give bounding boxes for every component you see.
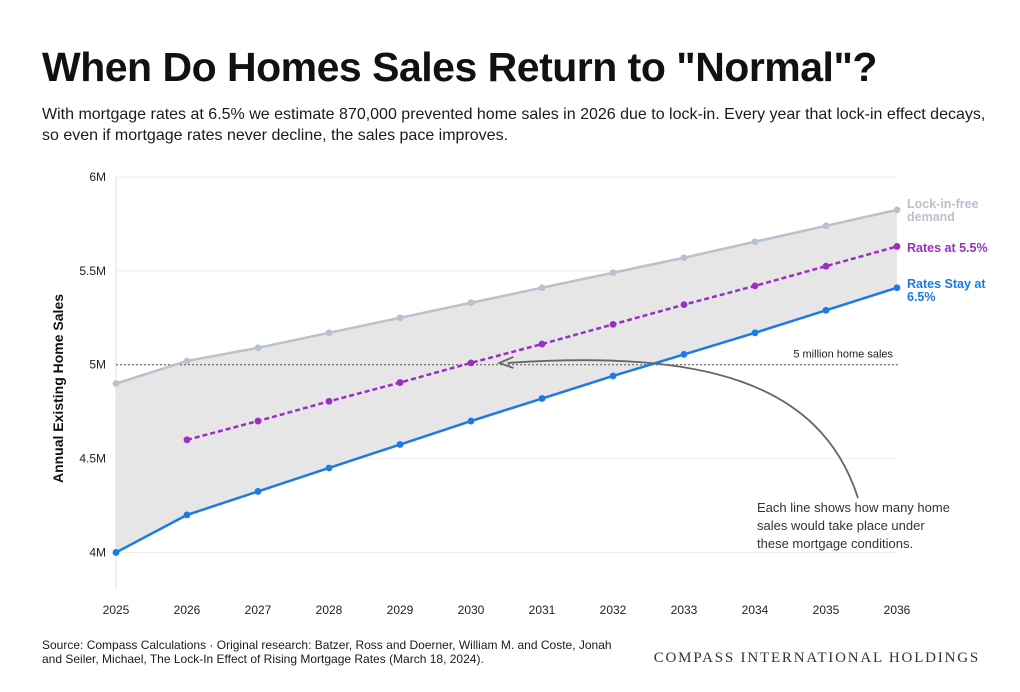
- data-point: [751, 329, 759, 337]
- x-tick-label: 2035: [813, 603, 840, 617]
- shaded-band-layer: [116, 209, 897, 553]
- data-point: [183, 511, 191, 519]
- x-tick-label: 2028: [316, 603, 343, 617]
- data-point: [254, 344, 262, 352]
- data-point: [325, 464, 333, 472]
- data-point: [680, 301, 688, 309]
- data-point: [538, 340, 546, 348]
- series-label: Rates at 5.5%: [907, 241, 988, 255]
- data-point: [183, 436, 191, 444]
- series-line: [115, 286, 898, 554]
- x-tick-label: 2026: [174, 603, 201, 617]
- data-point: [396, 379, 404, 386]
- data-point: [112, 549, 120, 556]
- x-tick-label: 2031: [529, 603, 556, 617]
- x-tick-label: 2029: [387, 603, 414, 617]
- line-chart: 5 million home sales 4M 4.5M 5M 5.5M 6M 2025 2…: [50, 170, 988, 617]
- chart-subtitle: With mortgage rates at 6.5% we estimate …: [42, 106, 986, 144]
- data-point: [467, 417, 475, 425]
- data-point: [609, 269, 617, 277]
- series-label: demand: [907, 210, 955, 224]
- data-point: [538, 395, 546, 402]
- data-point: [822, 222, 830, 230]
- data-point: [538, 284, 546, 292]
- x-tick-label: 2032: [600, 603, 627, 617]
- chart-title: When Do Homes Sales Return to "Normal"?: [42, 44, 877, 90]
- data-point: [751, 238, 759, 246]
- annotation-text: Each line shows how many home: [757, 500, 950, 515]
- data-point: [822, 306, 830, 314]
- data-point: [325, 329, 333, 337]
- x-tick-label: 2033: [671, 603, 698, 617]
- series-label: Lock-in-free: [907, 197, 979, 211]
- annotation-text: these mortgage conditions.: [757, 536, 913, 551]
- shaded-band: [116, 209, 897, 553]
- data-point: [396, 314, 404, 322]
- y-tick-label: 4.5M: [79, 452, 106, 466]
- data-point: [254, 488, 262, 495]
- axis-layer: 4M 4.5M 5M 5.5M 6M 2025 2026 2027 2028 2029 2030 20…: [50, 170, 911, 617]
- x-tick-label: 2030: [458, 603, 485, 617]
- data-point: [609, 372, 617, 380]
- data-point: [893, 206, 901, 214]
- source-note: Source: Compass Calculations · Original …: [42, 638, 612, 666]
- y-tick-label: 6M: [89, 170, 106, 184]
- series-line: [115, 208, 898, 385]
- x-tick-label: 2036: [884, 603, 911, 617]
- data-point: [467, 359, 475, 367]
- reference-line-layer: 5 million home sales: [116, 349, 900, 366]
- annotation-text: sales would take place under: [757, 518, 925, 533]
- series-label: Rates Stay at: [907, 277, 986, 291]
- data-point: [183, 357, 191, 365]
- y-axis-label: Annual Existing Home Sales: [50, 294, 66, 483]
- data-point: [112, 380, 120, 387]
- data-point: [751, 282, 759, 290]
- data-point: [254, 417, 262, 425]
- data-point: [467, 299, 475, 307]
- reference-line-label: 5 million home sales: [793, 349, 893, 361]
- x-tick-label: 2027: [245, 603, 272, 617]
- y-tick-label: 5.5M: [79, 264, 106, 278]
- series-layer: [112, 206, 901, 556]
- y-tick-label: 4M: [89, 545, 106, 559]
- data-point: [822, 262, 830, 270]
- series-line: [186, 245, 898, 442]
- data-point: [680, 254, 688, 262]
- data-point: [609, 320, 617, 328]
- annotation-arrowhead: [496, 356, 514, 369]
- data-point: [893, 243, 901, 250]
- annotation-layer: Each line shows how many home sales would…: [496, 356, 950, 551]
- annotation-arrow: [507, 359, 859, 499]
- data-point: [396, 441, 404, 448]
- x-tick-label: 2034: [742, 603, 769, 617]
- data-point: [680, 351, 688, 358]
- data-point: [325, 397, 333, 405]
- data-point: [893, 284, 901, 292]
- x-tick-label: 2025: [103, 603, 130, 617]
- brand-logo-text: COMPASS INTERNATIONAL HOLDINGS: [653, 650, 980, 666]
- series-label: 6.5%: [907, 290, 936, 304]
- y-tick-label: 5M: [89, 358, 106, 372]
